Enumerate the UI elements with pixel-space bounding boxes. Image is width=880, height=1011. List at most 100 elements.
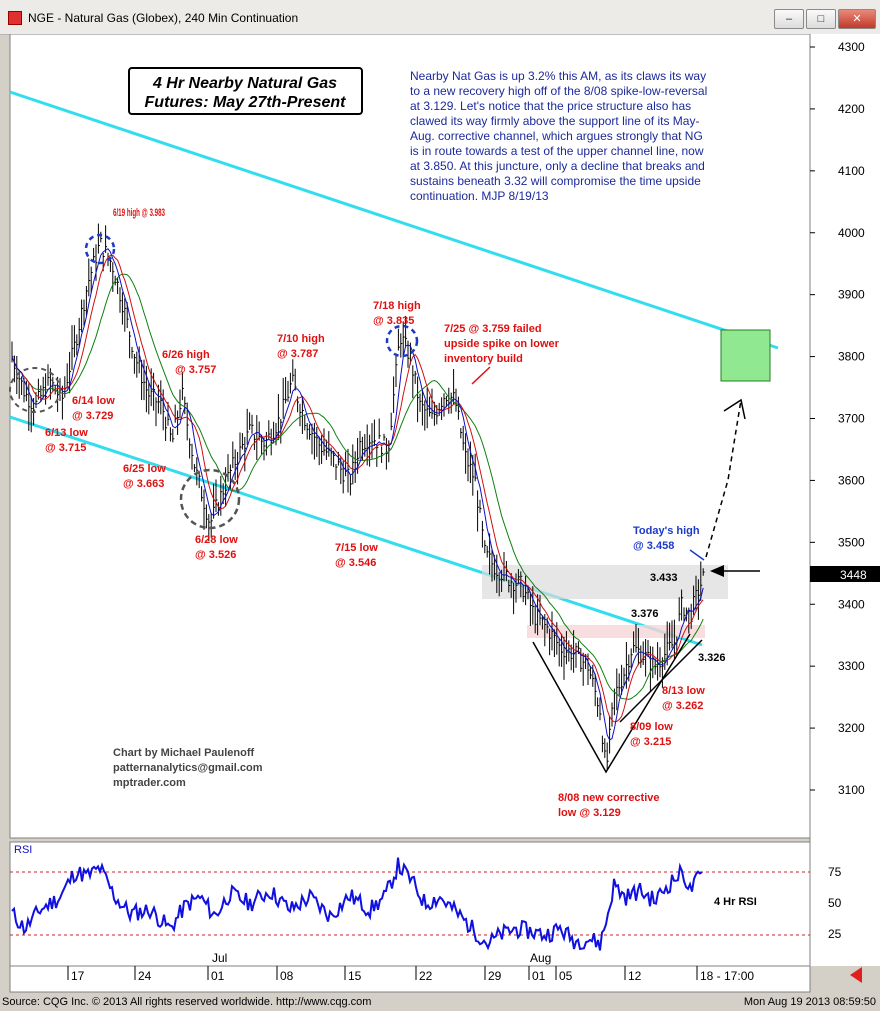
time-tick-label: 22 (419, 969, 433, 983)
time-tick-label: 17 (71, 969, 85, 983)
circle-6-19-high (84, 233, 116, 265)
price-bars (11, 223, 705, 771)
time-tick-label: 05 (559, 969, 573, 983)
circle-6-13-low (9, 367, 61, 413)
annotation-7-18: 7/18 high @ 3.835 (373, 300, 421, 327)
footer-timestamp: Mon Aug 19 2013 08:59:50 (743, 996, 876, 1008)
window-title: NGE - Natural Gas (Globex), 240 Min Cont… (28, 11, 299, 25)
commentary-line: at 3.129. Let's notice that the price st… (410, 99, 691, 113)
annotation-8-08: 8/08 new corrective low @ 3.129 (558, 792, 660, 819)
commentary-line: Nearby Nat Gas is up 3.2% this AM, as it… (410, 69, 706, 83)
rsi-tick-50: 50 (828, 896, 842, 910)
level-labels: 3.433 3.376 3.326 (631, 572, 726, 664)
commentary-line: Aug. corrective channel, which argues st… (410, 129, 703, 143)
lower-channel-line (9, 415, 703, 647)
price-tick-label: 3200 (838, 721, 865, 735)
level-3326: 3.326 (698, 652, 726, 664)
annotation-6-25: 6/25 low @ 3.663 (123, 463, 166, 490)
annotation-8-13: 8/13 low @ 3.262 (662, 685, 705, 712)
v-pattern-right (619, 639, 703, 723)
time-tick-label: 24 (138, 969, 152, 983)
credit-text: Chart by Michael Paulenoff patternanalyt… (113, 747, 263, 789)
title-box (128, 67, 363, 115)
last-price-box (810, 566, 880, 582)
rsi-series-label: 4 Hr RSI (714, 896, 757, 908)
month-label-aug: Aug (530, 951, 551, 965)
rsi-tick-75: 75 (828, 865, 842, 879)
ma-mid-line (11, 254, 704, 723)
credit-line: Chart by Michael Paulenoff (113, 747, 255, 759)
annotation-6-14: 6/14 low @ 3.729 (72, 395, 115, 422)
close-button[interactable]: ✕ (838, 9, 876, 29)
time-tick-label: 01 (532, 969, 546, 983)
price-tick-label: 4100 (838, 164, 865, 178)
commentary-line: clawed its way firmly above the support … (410, 114, 699, 128)
annotation-7-25: 7/25 @ 3.759 failed upside spike on lower… (444, 323, 560, 365)
svg-text:Today's high: Today's high (633, 525, 700, 537)
commentary-line: at 3.850. At this juncture, only a decli… (410, 159, 705, 173)
circle-6-28-low (179, 468, 241, 530)
rsi-tick-25: 25 (828, 927, 842, 941)
rsi-panel (9, 841, 811, 967)
price-axis-labels: 4300 4200 4100 4000 3900 3800 3700 3600 3500 3400… (810, 40, 865, 797)
price-tick-label: 3400 (838, 597, 865, 611)
window-titlebar: NGE - Natural Gas (Globex), 240 Min Cont… (0, 0, 880, 35)
time-axis (9, 965, 811, 993)
annotation-7-10: 7/10 high @ 3.787 (277, 333, 325, 360)
price-axis (810, 34, 880, 966)
minimize-button[interactable]: – (774, 9, 804, 29)
annotation-8-09: 8/09 low @ 3.215 (630, 721, 673, 748)
time-tick-label: 18 - 17:00 (700, 969, 754, 983)
commentary-line: is in route towards a test of the upper … (410, 144, 704, 158)
credit-line: patternanalytics@gmail.com (113, 762, 263, 774)
level-3433: 3.433 (650, 572, 678, 584)
commentary-line: continuation. MJP 8/19/13 (410, 189, 549, 203)
price-tick-label: 3500 (838, 535, 865, 549)
annotation-6-28: 6/28 low @ 3.526 (195, 534, 238, 561)
circle-7-18-high (385, 324, 419, 358)
commentary-text: Nearby Nat Gas is up 3.2% this AM, as it… (410, 69, 707, 203)
title-line-1: 4 Hr Nearby Natural Gas (152, 75, 337, 92)
app-icon (8, 11, 22, 25)
time-tick-label: 12 (628, 969, 642, 983)
chart-canvas: 4 Hr Nearby Natural Gas Futures: May 27t… (9, 34, 880, 993)
maximize-button[interactable]: □ (806, 9, 836, 29)
ma-fast-line (11, 248, 704, 741)
annotation-6-26: 6/26 high @ 3.757 (162, 349, 216, 376)
annotation-7-15: 7/15 low @ 3.546 (335, 542, 378, 569)
target-box (720, 329, 771, 382)
last-price-label: 3448 (840, 568, 867, 582)
annotation-today-high: Today's high @ 3.458 (633, 525, 700, 552)
upper-channel-line (9, 90, 779, 350)
level-3376: 3.376 (631, 608, 659, 620)
commentary-line: sustains beneath 3.32 will compromise th… (410, 174, 701, 188)
credit-line: mptrader.com (113, 777, 186, 789)
scroll-right-icon[interactable] (850, 967, 862, 983)
price-panel (9, 34, 811, 839)
rsi-line (11, 857, 703, 951)
status-footer: Source: CQG Inc. © 2013 All rights reser… (0, 994, 880, 1011)
commentary-line: to a new recovery high off of the 8/08 s… (410, 84, 707, 98)
price-tick-label: 3900 (838, 288, 865, 302)
svg-text:@ 3.458: @ 3.458 (633, 540, 674, 552)
price-tick-label: 3800 (838, 350, 865, 364)
price-tick-label: 4200 (838, 102, 865, 116)
title-line-2: Futures: May 27th-Present (145, 94, 347, 111)
ma-slow-line (11, 273, 704, 700)
time-axis-labels: 17 24 01 08 15 22 29 01 05 12 18 - 17:00 (67, 966, 754, 983)
time-tick-label: 08 (280, 969, 294, 983)
support-zone (527, 625, 705, 638)
month-label-jul: Jul (212, 951, 227, 965)
annotation-6-13: 6/13 low @ 3.715 (45, 427, 88, 454)
time-tick-label: 29 (488, 969, 502, 983)
annotation-6-19: 6/19 high @ 3.983 (113, 207, 165, 219)
annotations: 6/19 high @ 3.983 6/14 low @ 3.729 6/13 l… (45, 207, 705, 819)
price-tick-label: 4000 (838, 226, 865, 240)
price-tick-label: 3100 (838, 783, 865, 797)
price-tick-label: 3300 (838, 659, 865, 673)
price-tick-label: 3700 (838, 412, 865, 426)
footer-source: Source: CQG Inc. © 2013 All rights reser… (2, 996, 372, 1008)
time-tick-label: 15 (348, 969, 362, 983)
time-tick-label: 01 (211, 969, 225, 983)
price-tick-label: 4300 (838, 40, 865, 54)
